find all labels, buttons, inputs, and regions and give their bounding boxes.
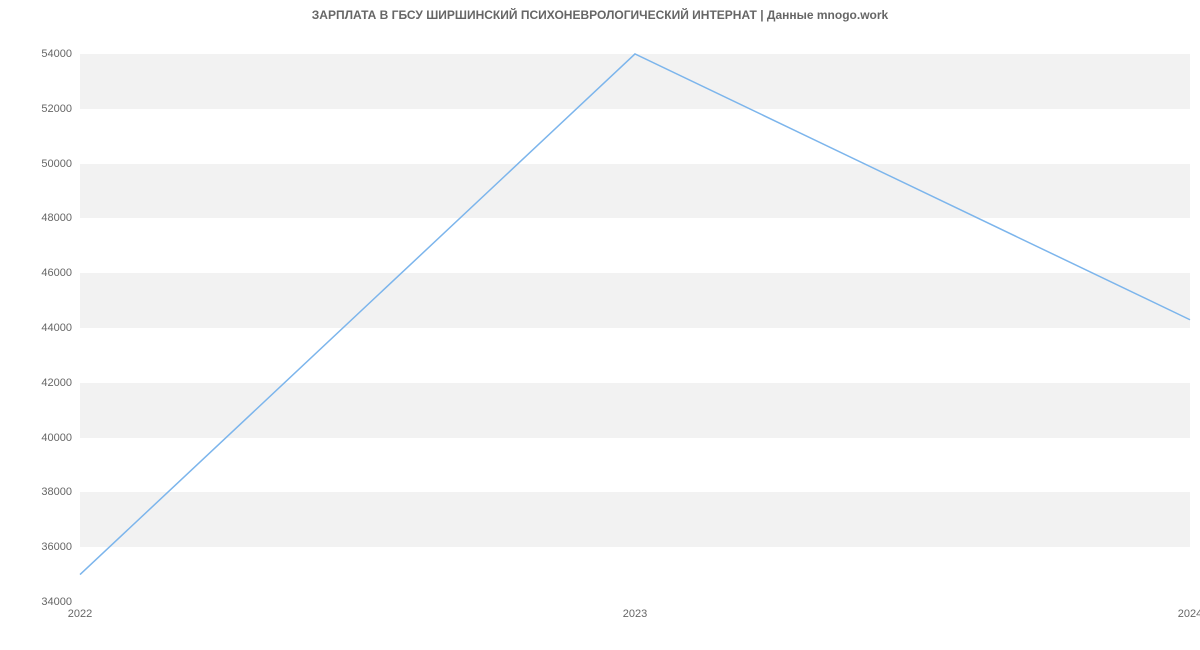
y-tick-label: 38000: [41, 486, 80, 498]
y-tick-label: 40000: [41, 432, 80, 444]
y-tick-label: 48000: [41, 212, 80, 224]
x-tick-label: 2022: [68, 602, 92, 620]
x-tick-label: 2023: [623, 602, 647, 620]
chart-title: ЗАРПЛАТА В ГБСУ ШИРШИНСКИЙ ПСИХОНЕВРОЛОГ…: [0, 8, 1200, 22]
y-tick-label: 50000: [41, 158, 80, 170]
y-tick-label: 46000: [41, 267, 80, 279]
y-tick-label: 42000: [41, 377, 80, 389]
line-layer: [80, 32, 1190, 602]
x-tick-label: 2024: [1178, 602, 1200, 620]
series-line-salary: [80, 54, 1190, 575]
y-tick-label: 52000: [41, 103, 80, 115]
y-tick-label: 36000: [41, 541, 80, 553]
y-tick-label: 54000: [41, 48, 80, 60]
y-tick-label: 44000: [41, 322, 80, 334]
plot-area: 3400036000380004000042000440004600048000…: [80, 32, 1190, 602]
